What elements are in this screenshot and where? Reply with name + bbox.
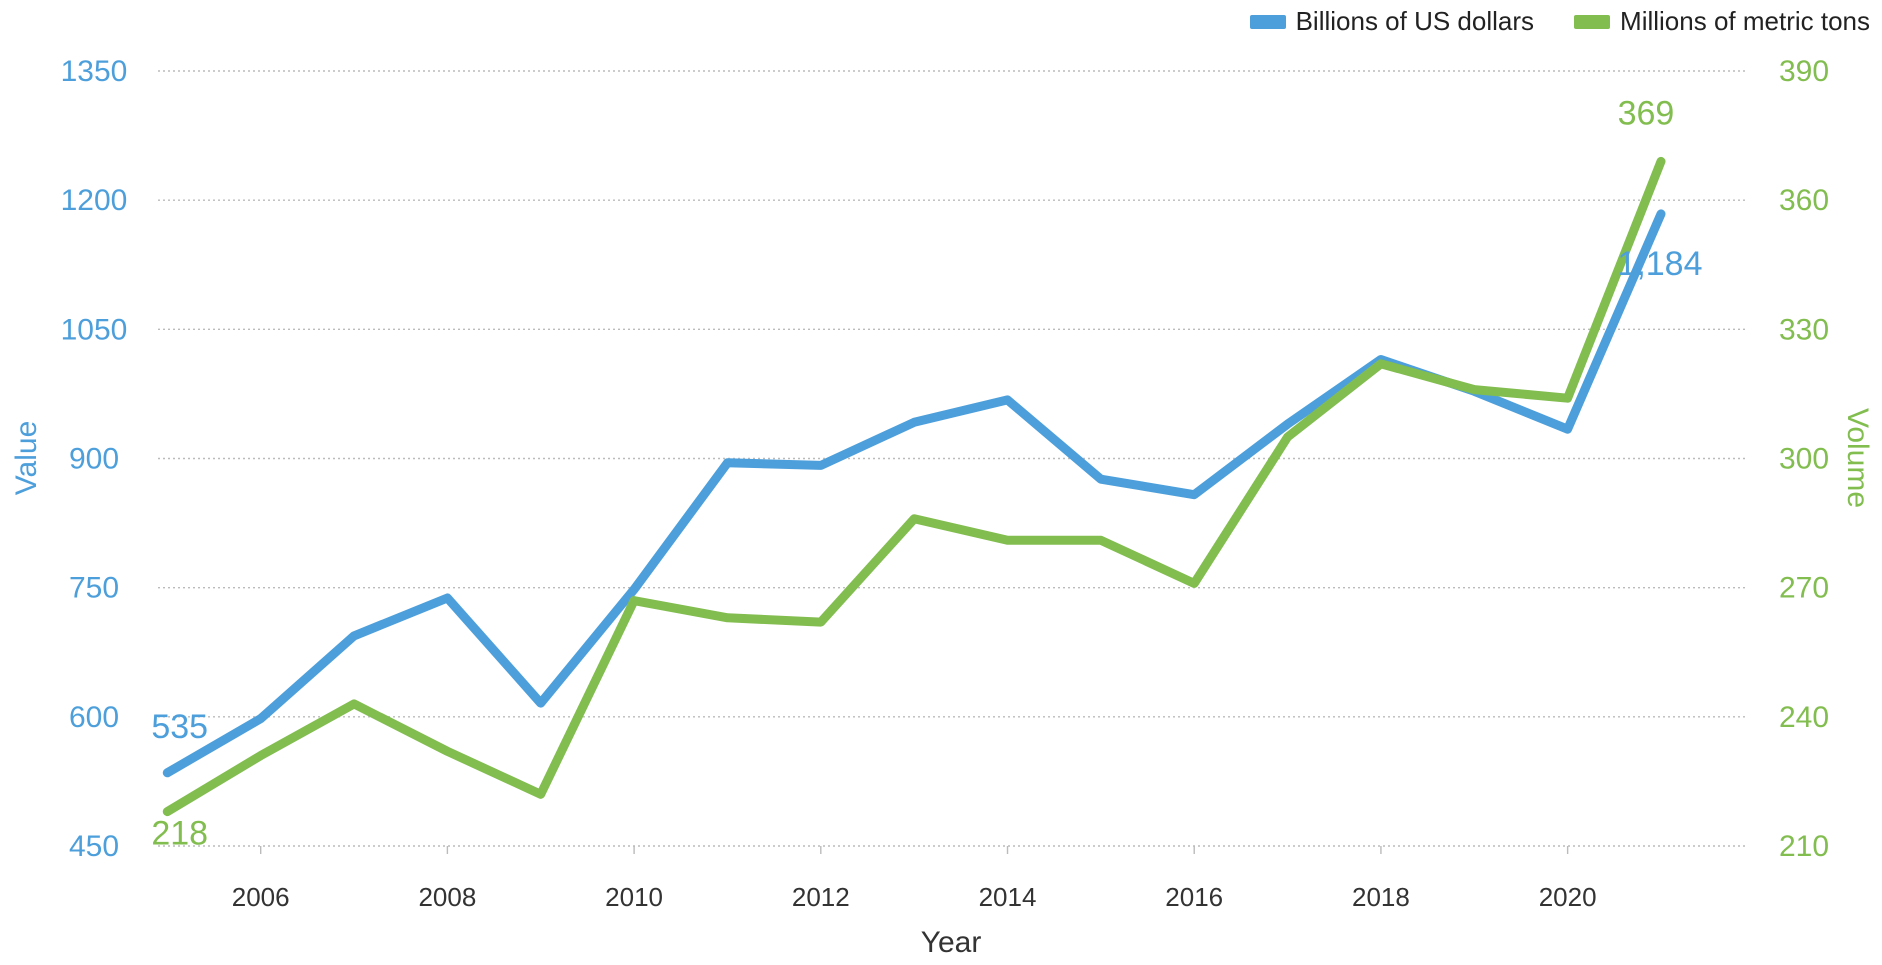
axes-layer: 1350 1200 1050 900 750 600 450 390 360 330 300 270 2… <box>10 55 1874 959</box>
x-tick-label: 2010 <box>605 882 663 912</box>
legend-swatch-usd <box>1249 14 1286 29</box>
y-left-tick-label: 1200 <box>61 184 128 217</box>
series-line-tons <box>162 156 1666 817</box>
data-label-tons-start: 218 <box>151 815 208 853</box>
y-right-tick-label: 300 <box>1779 443 1829 476</box>
y-right-axis-title: Volume <box>1841 408 1874 508</box>
y-right-tick-label: 360 <box>1779 184 1829 217</box>
data-label-usd-start: 535 <box>151 708 208 746</box>
x-axis-title: Year <box>921 926 982 959</box>
series-line-usd <box>162 209 1666 778</box>
x-tick-label: 2012 <box>792 882 850 912</box>
x-tick-label: 2014 <box>979 882 1037 912</box>
legend: Billions of US dollars Millions of metri… <box>1249 6 1870 37</box>
y-right-tick-label: 270 <box>1779 572 1829 605</box>
y-left-axis-title: Value <box>10 421 43 496</box>
y-left-tick-label: 450 <box>69 830 119 863</box>
y-left-tick-label: 750 <box>69 572 119 605</box>
x-tick-label: 2016 <box>1165 882 1223 912</box>
y-right-tick-label: 330 <box>1779 313 1829 346</box>
legend-swatch-tons <box>1574 14 1611 29</box>
data-label-usd-end: 1,184 <box>1617 245 1702 283</box>
y-left-tick-label: 1050 <box>61 313 128 346</box>
y-left-tick-label: 900 <box>69 443 119 476</box>
data-label-tons-end: 369 <box>1618 94 1675 132</box>
y-right-tick-label: 390 <box>1779 55 1829 88</box>
y-right-tick-label: 210 <box>1779 830 1829 863</box>
y-left-tick-label: 1350 <box>61 55 128 88</box>
legend-label-tons: Millions of metric tons <box>1620 6 1870 36</box>
legend-item-usd[interactable]: Billions of US dollars <box>1249 6 1535 37</box>
y-right-tick-label: 240 <box>1779 701 1829 734</box>
x-tick-label: 2006 <box>232 882 290 912</box>
x-tick-label: 2018 <box>1352 882 1410 912</box>
y-left-tick-label: 600 <box>69 701 119 734</box>
x-tick-label: 2020 <box>1539 882 1597 912</box>
labels-layer: 535 1,184 218 369 <box>151 94 1702 852</box>
lines-layer <box>162 156 1666 817</box>
legend-item-tons[interactable]: Millions of metric tons <box>1574 6 1870 37</box>
x-tick-label: 2008 <box>418 882 476 912</box>
legend-label-usd: Billions of US dollars <box>1295 6 1535 36</box>
